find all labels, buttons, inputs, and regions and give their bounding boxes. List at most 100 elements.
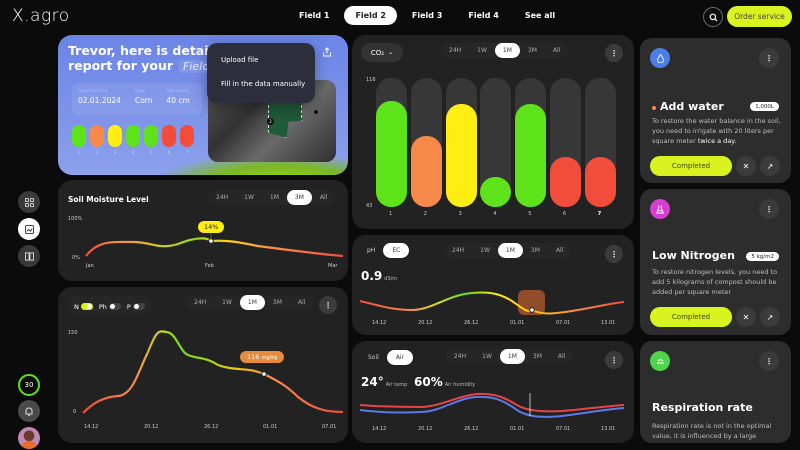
air-temp: 24° Air temp — [361, 375, 407, 389]
toggle-switch[interactable] — [132, 303, 145, 310]
air-more-button[interactable]: ⋮ — [605, 351, 623, 369]
timeframe-all[interactable]: All — [297, 299, 306, 306]
moisture-tooltip: 14% — [198, 221, 225, 233]
progress-ring[interactable]: 30 — [18, 374, 40, 396]
app-logo[interactable]: X.agro — [12, 6, 70, 26]
co2-panel: CO₂ ⌄ 24H 1W 1M 3M All ⋮ 116 43 1 2 3 4 5 6 7 — [352, 35, 634, 229]
timeframe-1m[interactable]: 1M — [499, 349, 525, 364]
toggle-air[interactable]: Air — [386, 350, 414, 365]
menu-item-upload-file[interactable]: Upload file — [221, 56, 259, 64]
co2-selector[interactable]: CO₂ ⌄ — [361, 43, 403, 62]
timeframe-1m[interactable]: 1M — [269, 194, 279, 201]
timeframe-3m[interactable]: 3M — [527, 47, 537, 54]
toggle-p[interactable]: P — [127, 296, 145, 315]
tab-field-3[interactable]: Field 3 — [411, 11, 443, 20]
timeframe-1m[interactable]: 1M — [497, 243, 523, 258]
kebab-icon: ⋮ — [610, 355, 618, 365]
notifications-button[interactable] — [18, 400, 40, 422]
toggle-switch[interactable] — [108, 303, 121, 310]
timeframe-1m[interactable]: 1M — [494, 43, 520, 58]
timeframe-1w[interactable]: 1W — [222, 299, 232, 306]
task-more-button[interactable]: ⋮ — [759, 351, 779, 371]
timeframe-1w[interactable]: 1W — [477, 47, 487, 54]
timeframe-24h[interactable]: 24H — [452, 247, 465, 254]
order-service-button[interactable]: Order service — [727, 6, 792, 27]
map-marker[interactable]: 2 — [267, 118, 274, 125]
search-button[interactable] — [703, 7, 723, 27]
co2-bar[interactable] — [515, 104, 547, 207]
timeframe-24h[interactable]: 24H — [194, 299, 207, 306]
timeframe-1w[interactable]: 1W — [244, 194, 254, 201]
toggle-ph[interactable]: pH — [367, 247, 376, 254]
open-button[interactable]: ↗ — [760, 156, 780, 176]
toggle-n[interactable]: N — [74, 296, 93, 315]
timeframe-1m[interactable]: 1M — [239, 295, 265, 310]
co2-more-button[interactable]: ⋮ — [605, 44, 623, 62]
x-axis-label: 13.01 — [601, 320, 616, 326]
timeframe-24h[interactable]: 24H — [216, 194, 229, 201]
co2-bar[interactable] — [376, 101, 407, 207]
status-pill — [72, 125, 86, 147]
menu-item-fill-manually[interactable]: Fill in the data manually — [221, 80, 306, 88]
timeframe-3m[interactable]: 3M — [530, 247, 540, 254]
air-temp-label: Air temp — [385, 382, 408, 388]
completed-button[interactable]: Completed — [650, 307, 732, 327]
y-axis-max: 150 — [68, 330, 78, 336]
stat-label: Soil depth — [166, 89, 190, 94]
timeframe-3m[interactable]: 3M — [272, 299, 282, 306]
dismiss-button[interactable]: ✕ — [736, 156, 756, 176]
toggle-ph[interactable]: Ph — [99, 296, 121, 315]
toggle-soil[interactable]: Soil — [368, 354, 379, 361]
timeframe-24h[interactable]: 24H — [454, 353, 467, 360]
task-badge: 1,000L — [750, 102, 779, 111]
open-button[interactable]: ↗ — [760, 307, 780, 327]
tab-see-all[interactable]: See all — [524, 11, 556, 20]
dismiss-button[interactable]: ✕ — [736, 307, 756, 327]
task-title: Low Nitrogen — [652, 249, 735, 262]
toggle-ec[interactable]: EC — [383, 243, 410, 258]
toggle-switch[interactable] — [80, 303, 93, 310]
task-more-button[interactable]: ⋮ — [759, 48, 779, 68]
task-more-button[interactable]: ⋮ — [759, 199, 779, 219]
map-marker[interactable] — [314, 110, 318, 114]
co2-bar[interactable] — [445, 104, 477, 207]
tab-field-1[interactable]: Field 1 — [299, 11, 330, 20]
timeframe-1w[interactable]: 1W — [482, 353, 492, 360]
ph-ec-toggle: pH EC — [359, 243, 410, 258]
timeframe-all[interactable]: All — [557, 353, 566, 360]
co2-bar[interactable] — [550, 157, 581, 207]
x-axis-label: 01.01 — [510, 320, 525, 326]
bell-icon — [25, 406, 33, 416]
timeframe-3m[interactable]: 3M — [286, 190, 312, 205]
nutrients-more-button[interactable]: ⋮ — [319, 296, 337, 314]
sidebar-item-dashboard[interactable] — [18, 191, 40, 213]
timeframe-24h[interactable]: 24H — [449, 47, 462, 54]
co2-bar[interactable] — [480, 177, 512, 207]
tab-field-2[interactable]: Field 2 — [344, 6, 397, 25]
share-button[interactable] — [319, 44, 335, 60]
soil-air-toggle: Soil Air — [360, 350, 414, 365]
completed-button[interactable]: Completed — [650, 156, 732, 176]
sidebar-item-reports[interactable] — [18, 245, 40, 267]
timeframe-1w[interactable]: 1W — [480, 247, 490, 254]
close-icon: ✕ — [742, 161, 750, 171]
tab-field-4[interactable]: Field 4 — [468, 11, 499, 20]
co2-bar[interactable] — [584, 157, 616, 207]
x-axis-label: Feb — [205, 263, 214, 269]
user-avatar[interactable] — [18, 427, 40, 449]
sidebar-item-gallery[interactable] — [18, 218, 40, 240]
timeframe-all[interactable]: All — [555, 247, 564, 254]
x-axis-label: 26.12 — [204, 424, 219, 430]
kebab-icon: ⋮ — [765, 204, 773, 214]
timeframe-all[interactable]: All — [319, 194, 328, 201]
stat-label: Crop — [134, 89, 146, 94]
progress-value: 30 — [24, 381, 34, 389]
timeframe-selector: 24H 1W 1M 3M All — [446, 349, 573, 364]
ec-more-button[interactable]: ⋮ — [605, 245, 623, 263]
timeframe-all[interactable]: All — [552, 47, 561, 54]
co2-bar[interactable] — [410, 136, 442, 207]
stat-last-tracking: Last tracking 02.01.2024 — [78, 89, 121, 109]
timeframe-3m[interactable]: 3M — [532, 353, 542, 360]
x-axis-label: 3 — [458, 211, 462, 217]
x-axis-label: Jan — [86, 263, 94, 269]
